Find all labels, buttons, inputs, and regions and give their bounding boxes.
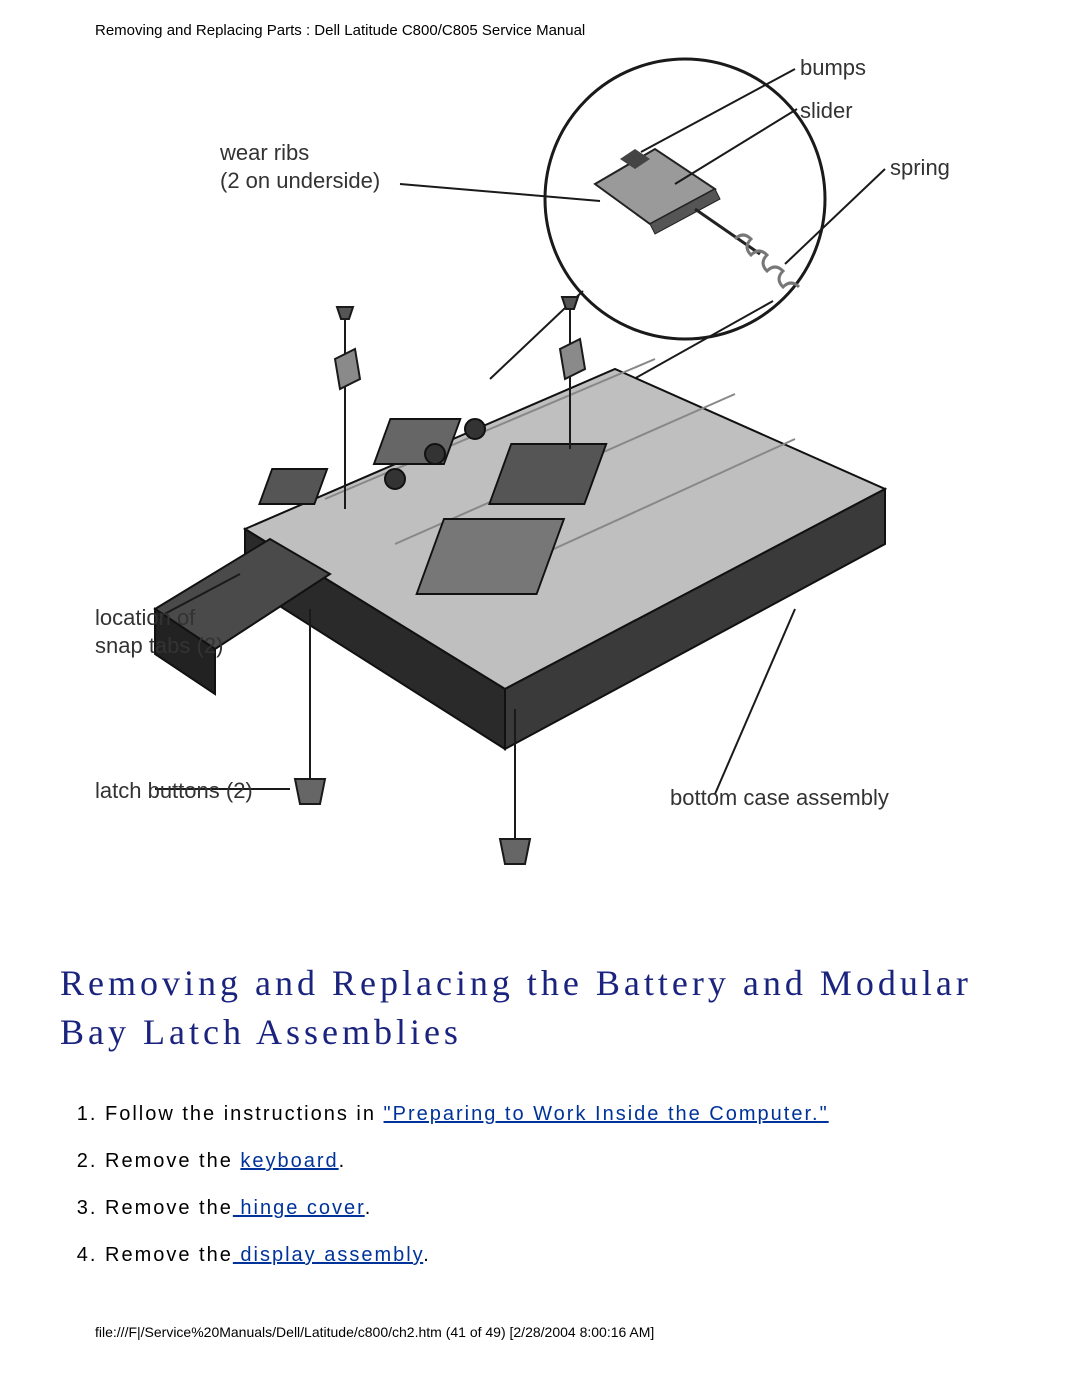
- link-keyboard[interactable]: keyboard: [240, 1150, 338, 1172]
- step-2: Remove the keyboard.: [105, 1138, 1020, 1185]
- instruction-list: Follow the instructions in "Preparing to…: [0, 1056, 1080, 1279]
- label-latch-buttons: latch buttons (2): [95, 777, 253, 805]
- label-snap-tabs: location of snap tabs (2): [95, 604, 223, 659]
- step-1: Follow the instructions in "Preparing to…: [105, 1091, 1020, 1138]
- link-preparing[interactable]: "Preparing to Work Inside the Computer.": [384, 1103, 829, 1125]
- label-slider: slider: [800, 97, 853, 125]
- step-3-text: Remove the: [105, 1197, 233, 1219]
- link-display-assembly[interactable]: display assembly: [233, 1244, 423, 1266]
- step-3: Remove the hinge cover.: [105, 1185, 1020, 1232]
- page-header: Removing and Replacing Parts : Dell Lati…: [0, 0, 1080, 39]
- label-spring: spring: [890, 154, 950, 182]
- parts-diagram: wear ribs (2 on underside) bumps slider …: [95, 49, 985, 869]
- label-bottom-case: bottom case assembly: [670, 784, 889, 812]
- footer-path: file:///F|/Service%20Manuals/Dell/Latitu…: [0, 1279, 1080, 1340]
- step-2-text: Remove the: [105, 1150, 240, 1172]
- section-heading: Removing and Replacing the Battery and M…: [0, 869, 1080, 1056]
- label-bumps: bumps: [800, 54, 866, 82]
- step-1-text: Follow the instructions in: [105, 1103, 384, 1125]
- link-hinge-cover[interactable]: hinge cover: [233, 1197, 365, 1219]
- step-4-text: Remove the: [105, 1244, 233, 1266]
- label-wear-ribs: wear ribs (2 on underside): [220, 139, 380, 194]
- step-4: Remove the display assembly.: [105, 1232, 1020, 1279]
